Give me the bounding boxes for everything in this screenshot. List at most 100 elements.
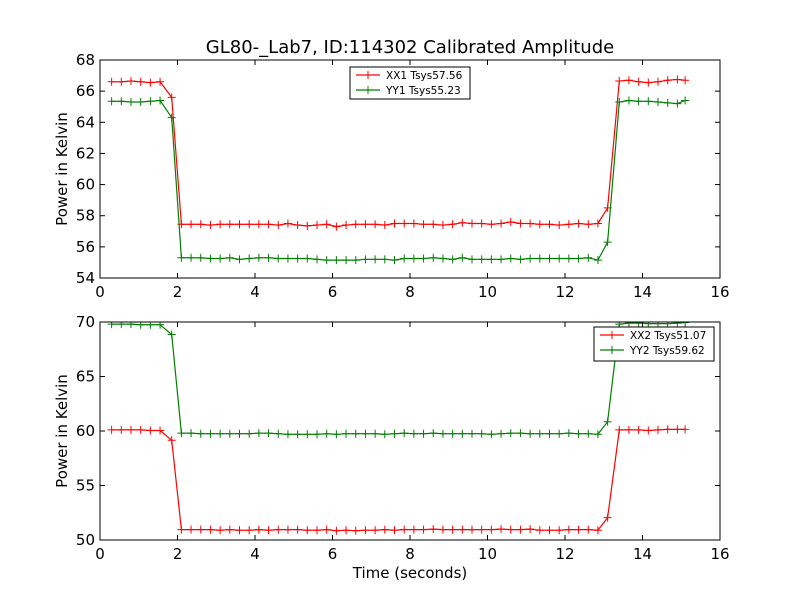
data-point — [361, 526, 370, 535]
data-point — [216, 526, 225, 535]
data-point — [187, 429, 196, 438]
data-point — [332, 256, 341, 265]
data-point — [264, 429, 273, 438]
data-point — [555, 526, 564, 535]
data-point — [206, 429, 215, 438]
data-point — [361, 429, 370, 438]
data-point — [516, 429, 525, 438]
data-point — [283, 254, 292, 263]
data-point — [107, 322, 116, 329]
data-point — [342, 221, 351, 230]
data-point — [644, 322, 653, 328]
data-point — [634, 322, 643, 328]
x-tick-label: 2 — [173, 283, 183, 301]
data-point — [409, 525, 418, 534]
data-point — [167, 93, 176, 102]
data-point — [156, 96, 165, 105]
y-tick-label: 70 — [76, 313, 95, 331]
data-point — [293, 254, 302, 263]
data-point — [117, 322, 126, 329]
series-1-group — [107, 425, 690, 535]
data-point — [624, 76, 633, 85]
chart-title: GL80-_Lab7, ID:114302 Calibrated Amplitu… — [206, 37, 614, 58]
y-tick-label: 60 — [76, 422, 95, 440]
legend-marker — [364, 71, 372, 79]
data-point — [146, 426, 155, 435]
data-point — [371, 429, 380, 438]
data-point — [107, 425, 116, 434]
data-point — [371, 255, 380, 264]
data-point — [429, 253, 438, 262]
data-point — [303, 526, 312, 535]
data-point — [429, 525, 438, 534]
data-point — [458, 525, 467, 534]
data-point — [615, 98, 624, 107]
legend-box — [593, 326, 715, 362]
data-point — [322, 220, 331, 229]
data-point — [584, 220, 593, 229]
data-point — [254, 525, 263, 534]
data-point — [177, 525, 186, 534]
data-point — [526, 219, 535, 228]
x-tick-label: 4 — [250, 283, 260, 301]
x-tick-label: 14 — [633, 283, 652, 301]
data-point — [593, 256, 602, 265]
data-point — [303, 221, 312, 230]
series-2-group — [107, 322, 690, 439]
data-point — [497, 525, 506, 534]
data-point — [681, 76, 690, 85]
data-point — [564, 254, 573, 263]
data-point — [283, 525, 292, 534]
data-point — [196, 525, 205, 534]
data-point — [342, 526, 351, 535]
data-point — [448, 525, 457, 534]
data-point — [196, 253, 205, 262]
data-point — [167, 113, 176, 122]
data-point — [264, 220, 273, 229]
x-tick-label: 16 — [710, 545, 729, 563]
x-tick-label: 14 — [633, 545, 652, 563]
data-point — [545, 254, 554, 263]
data-point — [322, 256, 331, 265]
y-axis-label: Power in Kelvin — [53, 112, 71, 226]
data-point — [313, 221, 321, 230]
legend-label: YY1 Tsys55.23 — [385, 85, 461, 97]
data-point — [663, 322, 672, 328]
data-point — [351, 526, 360, 535]
data-point — [283, 219, 292, 228]
data-point — [254, 429, 263, 438]
data-point — [274, 221, 283, 230]
legend-marker — [608, 331, 616, 339]
data-point — [177, 429, 186, 438]
data-point — [516, 525, 525, 534]
x-tick-label: 0 — [95, 545, 105, 563]
y-tick-label: 64 — [76, 113, 95, 131]
data-point — [400, 429, 409, 438]
data-point — [506, 429, 515, 438]
data-point — [245, 254, 254, 263]
data-point — [448, 255, 457, 264]
data-point — [313, 526, 321, 535]
data-point — [216, 254, 225, 263]
data-point — [593, 219, 602, 228]
x-tick-label: 4 — [250, 545, 260, 563]
x-tick-label: 0 — [95, 283, 105, 301]
data-point — [663, 98, 672, 107]
data-point — [654, 77, 662, 86]
data-point — [545, 220, 554, 229]
data-point — [506, 254, 515, 263]
data-point — [322, 525, 331, 534]
data-point — [654, 425, 662, 434]
data-point — [438, 254, 447, 263]
data-point — [458, 253, 467, 262]
y-axis-label: Power in Kelvin — [53, 374, 71, 488]
data-point — [380, 255, 389, 264]
data-point — [448, 220, 457, 229]
data-point — [303, 254, 312, 263]
data-point — [673, 99, 682, 108]
data-point — [117, 77, 126, 86]
data-point — [274, 254, 283, 263]
data-point — [468, 525, 476, 534]
data-point — [390, 526, 399, 535]
